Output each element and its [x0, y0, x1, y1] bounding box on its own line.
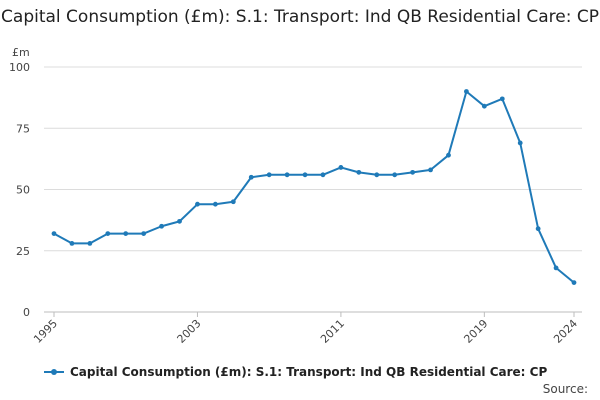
data-point [302, 172, 308, 178]
data-point [446, 152, 451, 158]
axes: 0 25 50 75 100 1995 2003 2011 2019 2024 [9, 61, 582, 346]
gridlines [44, 66, 582, 252]
data-point [195, 201, 200, 207]
data-point [499, 96, 505, 102]
data-point [320, 172, 326, 178]
data-point [141, 231, 147, 237]
x-tick-label: 1995 [31, 317, 60, 346]
data-point [159, 223, 164, 229]
data-point [571, 280, 577, 285]
data-point [464, 89, 469, 94]
y-axis-unit-label: £m [12, 46, 30, 59]
legend-label: Capital Consumption (£m): S.1: Transport… [70, 365, 548, 379]
legend: Capital Consumption (£m): S.1: Transport… [44, 365, 547, 379]
data-point [248, 174, 254, 180]
data-point [230, 199, 236, 205]
data-point [87, 241, 93, 246]
y-tick-label: 25 [16, 245, 30, 258]
data-point [553, 265, 559, 271]
series-line [53, 90, 575, 284]
data-point [266, 172, 272, 178]
legend-swatch [44, 367, 64, 377]
y-tick-label: 100 [9, 61, 30, 74]
data-point [338, 165, 344, 170]
data-point [535, 226, 541, 232]
data-point [356, 169, 362, 175]
data-point [428, 167, 433, 173]
x-tick-label: 2024 [551, 317, 580, 346]
data-point [374, 172, 380, 178]
y-tick-label: 0 [23, 306, 30, 319]
data-point [177, 218, 182, 224]
data-point [392, 172, 398, 178]
y-tick-label: 50 [16, 184, 30, 197]
series-layer [51, 89, 577, 285]
data-point [105, 231, 111, 237]
x-tick-label: 2019 [461, 317, 490, 346]
y-tick-label: 75 [16, 122, 30, 135]
chart-title: Capital Consumption (£m): S.1: Transport… [1, 7, 599, 27]
x-tick-label: 2003 [175, 317, 204, 346]
data-point [51, 231, 57, 237]
data-point [69, 241, 75, 246]
x-tick-label: 2011 [318, 317, 347, 346]
data-point [481, 103, 487, 109]
data-point [123, 231, 129, 237]
data-point [517, 140, 523, 146]
source-label: Source: [542, 382, 588, 396]
data-point [410, 169, 416, 175]
data-point [212, 201, 218, 207]
data-point [284, 172, 290, 178]
